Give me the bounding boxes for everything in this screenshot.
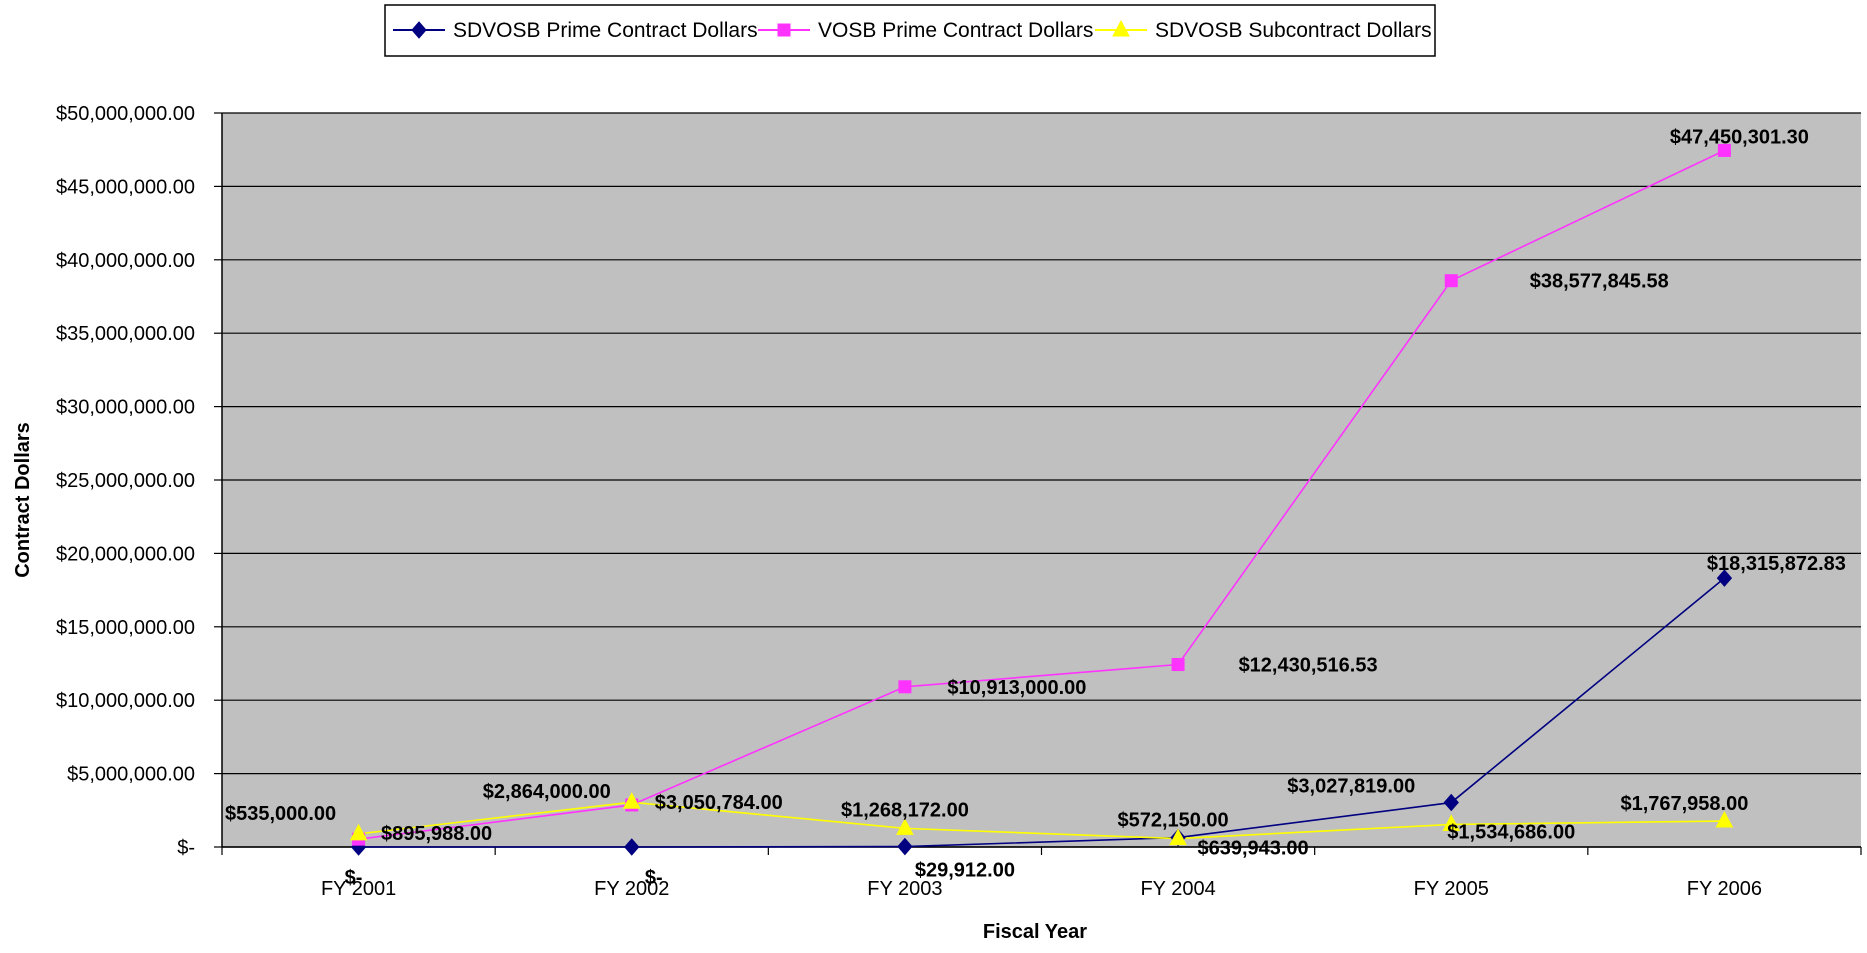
series-line-0 — [358, 577, 1725, 848]
x-tick-label: FY 2005 — [1414, 878, 1489, 900]
y-tick-label: $25,000,000.00 — [56, 470, 195, 492]
series-0-point — [1443, 793, 1459, 812]
gridlines — [222, 112, 1861, 848]
data-label-series-1: $535,000.00 — [225, 803, 336, 825]
x-tick-label: FY 2004 — [1140, 878, 1215, 900]
data-label-series-2: $1,534,686.00 — [1447, 821, 1575, 843]
x-tick-label: FY 2001 — [321, 878, 396, 900]
y-tick-label: $20,000,000.00 — [56, 543, 195, 565]
data-label-series-2: $1,268,172.00 — [841, 799, 969, 821]
data-label-series-1: $38,577,845.58 — [1530, 271, 1669, 293]
series-2-point — [1715, 810, 1734, 828]
y-tick-label: $15,000,000.00 — [56, 617, 195, 639]
data-label-series-0: $29,912.00 — [915, 860, 1015, 882]
data-label-series-1: $2,864,000.00 — [483, 781, 611, 803]
legend-label-0: SDVOSB Prime Contract Dollars — [453, 19, 758, 42]
legend-box — [384, 4, 1436, 57]
legend: SDVOSB Prime Contract Dollars VOSB Prime … — [393, 19, 1432, 42]
data-label-series-1: $47,450,301.30 — [1670, 126, 1809, 148]
series-markers — [349, 143, 1734, 856]
series-2-point — [349, 823, 368, 841]
series-0-point — [1716, 569, 1733, 587]
legend-label-1: VOSB Prime Contract Dollars — [818, 19, 1093, 42]
legend-swatch-marker-1 — [777, 23, 791, 37]
legend-swatch-marker-0 — [411, 21, 427, 39]
y-tick-label: $40,000,000.00 — [56, 250, 195, 272]
data-label-series-2: $895,988.00 — [381, 823, 492, 845]
y-axis-title: Contract Dollars — [12, 422, 34, 578]
data-label-series-0: $639,943.00 — [1197, 838, 1308, 860]
series-2-point — [896, 818, 914, 835]
series-0-point — [624, 838, 640, 856]
series-0-point — [897, 837, 913, 856]
data-label-series-0: $- — [345, 867, 363, 889]
x-tick-label: FY 2003 — [867, 878, 942, 900]
data-labels: $- $- $29,912.00 $639,943.00 $3,027,819.00 $1… — [225, 126, 1846, 889]
series-lines — [358, 149, 1725, 848]
y-tick-label: $35,000,000.00 — [56, 323, 195, 345]
y-tick-label: $30,000,000.00 — [56, 397, 195, 419]
y-tick-label: $50,000,000.00 — [56, 103, 195, 125]
series-line-2 — [358, 801, 1725, 840]
y-tick-label: $10,000,000.00 — [56, 690, 195, 712]
data-label-series-2: $1,767,958.00 — [1620, 793, 1748, 815]
series-1-point — [898, 680, 912, 694]
data-label-series-0: $- — [645, 867, 663, 889]
x-axis: FY 2001 FY 2002 FY 2003 FY 2004 FY 2005 FY 20… — [221, 846, 1862, 900]
data-label-series-0: $18,315,872.83 — [1707, 553, 1846, 575]
series-2-point — [622, 792, 641, 809]
data-label-series-2: $3,050,784.00 — [655, 792, 783, 814]
y-axis: $- $5,000,000.00 $10,000,000.00 $15,000,000… — [56, 103, 223, 859]
y-tick-label: $- — [177, 837, 195, 859]
y-tick-label: $5,000,000.00 — [67, 764, 195, 786]
data-label-series-1: $10,913,000.00 — [947, 677, 1086, 699]
series-2-point — [1442, 814, 1461, 831]
series-2-point — [1169, 828, 1187, 846]
legend-label-2: SDVOSB Subcontract Dollars — [1155, 19, 1432, 42]
x-axis-title: Fiscal Year — [983, 921, 1087, 943]
data-label-series-0: $3,027,819.00 — [1287, 776, 1415, 798]
x-tick-label: FY 2006 — [1687, 878, 1762, 900]
series-1-point — [1171, 658, 1185, 672]
y-tick-label: $45,000,000.00 — [56, 176, 195, 198]
series-1-point — [1444, 274, 1458, 288]
legend-swatch-marker-2 — [1112, 19, 1130, 37]
series-1-point — [1717, 143, 1731, 157]
data-label-series-2: $572,150.00 — [1117, 810, 1228, 832]
series-line-1 — [358, 149, 1725, 840]
data-label-series-1: $12,430,516.53 — [1239, 655, 1378, 677]
x-tick-label: FY 2002 — [594, 878, 669, 900]
